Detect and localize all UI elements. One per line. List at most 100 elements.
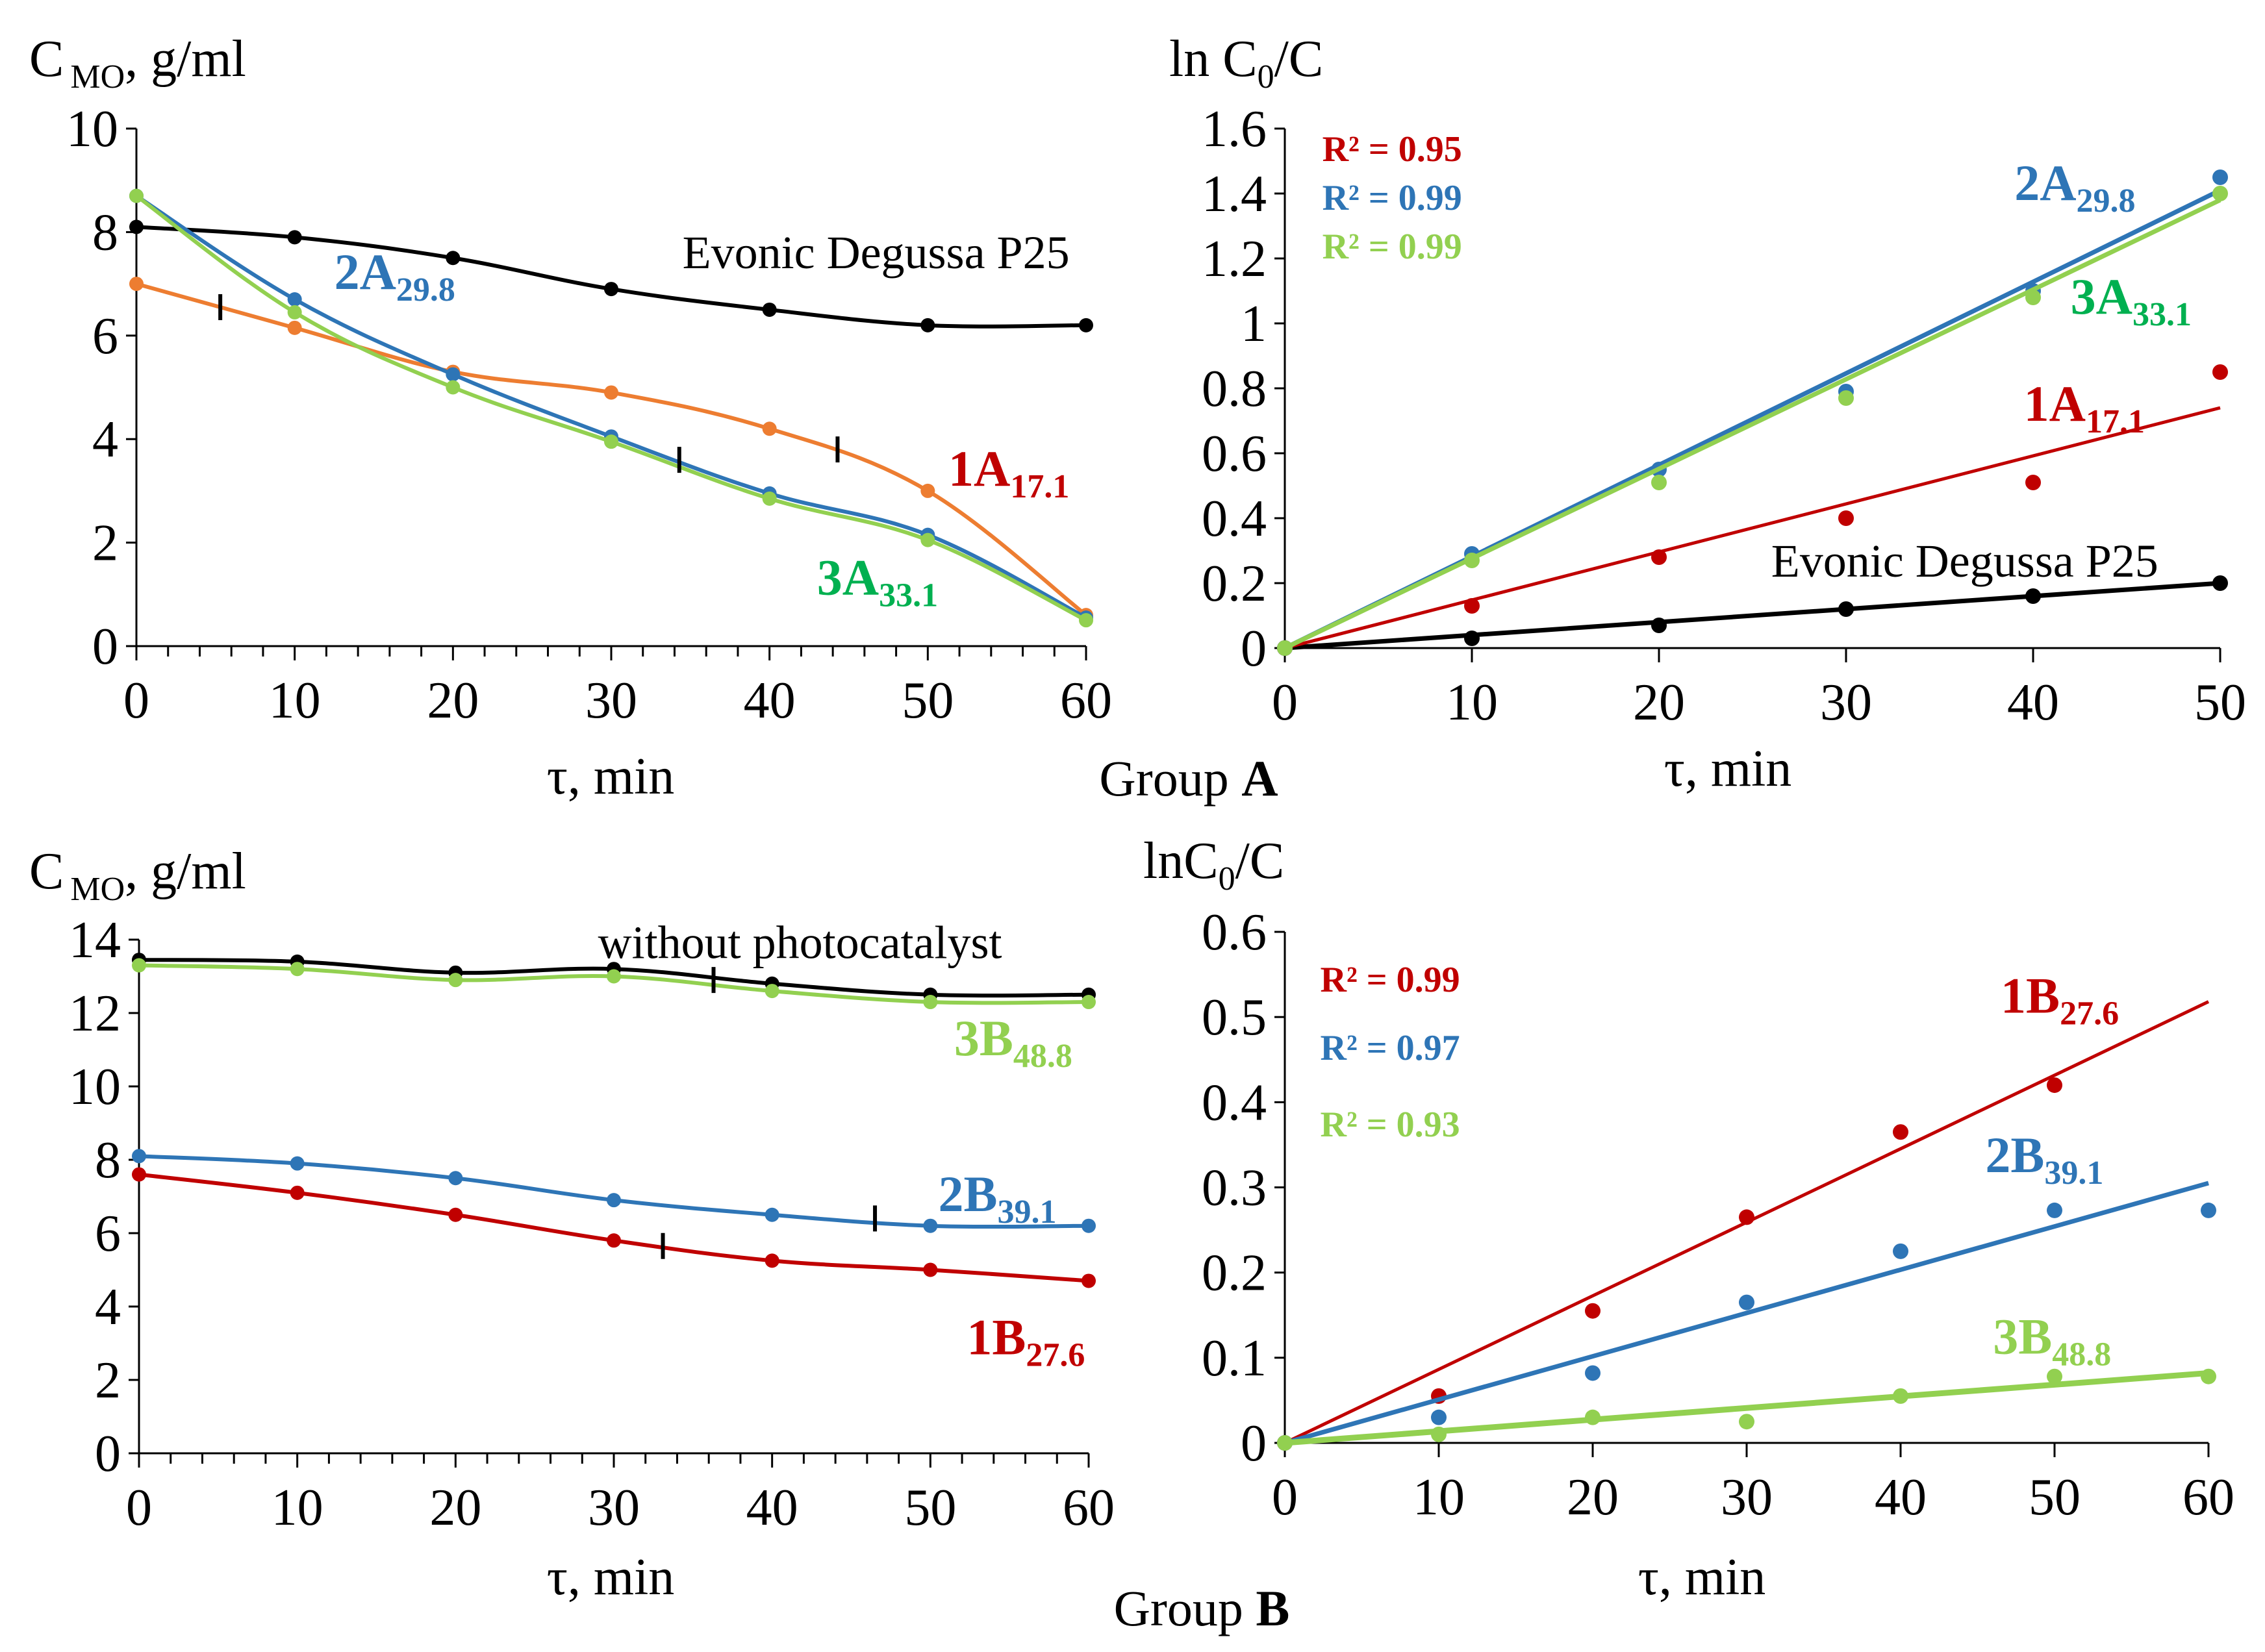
a2-data-point bbox=[2212, 169, 2228, 185]
b1-series-label: 3B48.8 bbox=[954, 1010, 1072, 1075]
b1-data-point bbox=[448, 1207, 463, 1222]
b2-data-point bbox=[1739, 1209, 1754, 1225]
b2-y-axis-label: lnC0/C bbox=[1143, 832, 1284, 897]
b1-x-tick-label: 0 bbox=[126, 1479, 152, 1536]
a1-y-tick-label: 8 bbox=[92, 204, 118, 261]
a1-series-3 bbox=[129, 188, 1093, 628]
a2-y-tick-label: 0.8 bbox=[1202, 360, 1267, 418]
a1-data-point bbox=[287, 305, 302, 319]
a1-data-point bbox=[762, 421, 777, 436]
b1-series-label: without photocatalyst bbox=[598, 916, 1002, 968]
a1-y-axis-label: C MO, g/ml bbox=[29, 31, 246, 95]
a2-series-0 bbox=[1277, 575, 2228, 656]
a1-data-point bbox=[287, 230, 302, 245]
a1-y-tick-label: 0 bbox=[92, 618, 118, 675]
b1-series-label: 2B39.1 bbox=[939, 1166, 1057, 1231]
b2-y-tick-label: 0.2 bbox=[1202, 1245, 1267, 1302]
b1-x-tick-label: 60 bbox=[1063, 1479, 1115, 1536]
a2-y-axis-label: ln C0/C bbox=[1169, 31, 1323, 95]
b1-y-tick-label: 14 bbox=[69, 912, 121, 969]
b1-series-label: 1B27.6 bbox=[967, 1308, 1085, 1373]
b1-data-point bbox=[765, 1207, 779, 1222]
a1-series-line bbox=[136, 282, 1087, 617]
a2-y-tick-label: 0.4 bbox=[1202, 490, 1267, 547]
b1-x-tick-label: 50 bbox=[904, 1479, 956, 1536]
a1-x-tick-label: 40 bbox=[744, 672, 796, 729]
a2-x-tick-label: 10 bbox=[1446, 674, 1498, 731]
b2-r2-label: R² = 0.93 bbox=[1321, 1105, 1460, 1145]
a1-series-label: 1A17.1 bbox=[948, 440, 1069, 505]
b2-x-tick-label: 30 bbox=[1721, 1469, 1773, 1526]
b2-data-point bbox=[1585, 1303, 1601, 1319]
a1-data-point bbox=[604, 385, 618, 400]
b2-x-tick-label: 0 bbox=[1272, 1469, 1298, 1526]
b2-y-tick-label: 0.1 bbox=[1202, 1330, 1267, 1387]
a1-data-point bbox=[604, 282, 618, 297]
b2-trendline bbox=[1284, 1370, 2209, 1446]
b2-data-point bbox=[1893, 1388, 1908, 1404]
a2-x-tick-label: 50 bbox=[2194, 674, 2246, 731]
b2-series-label: 2B39.1 bbox=[1985, 1127, 2103, 1192]
b1-x-tick-label: 30 bbox=[588, 1479, 640, 1536]
a2-series-label: 3A33.1 bbox=[2071, 268, 2192, 333]
b2-data-point bbox=[2047, 1077, 2062, 1094]
a1-data-point bbox=[1079, 318, 1093, 332]
a2-y-tick-label: 0.6 bbox=[1202, 425, 1267, 482]
a2-r2-label: R² = 0.99 bbox=[1322, 227, 1462, 267]
a2-data-point bbox=[1464, 598, 1480, 614]
a2-y-tick-label: 1.4 bbox=[1202, 166, 1267, 223]
a2-data-point bbox=[2212, 575, 2228, 591]
b2-y-tick-label: 0.3 bbox=[1202, 1160, 1267, 1217]
a2-series-label: Evonic Degussa P25 bbox=[1771, 535, 2158, 587]
b1-y-tick-label: 12 bbox=[69, 985, 121, 1042]
a2-y-tick-label: 1.6 bbox=[1202, 101, 1267, 158]
b1-data-point bbox=[765, 1253, 779, 1268]
a1-x-tick-label: 10 bbox=[269, 672, 321, 729]
b1-y-tick-label: 6 bbox=[95, 1205, 121, 1262]
a2-series-3 bbox=[1277, 186, 2228, 656]
a1-x-tick-label: 0 bbox=[123, 672, 149, 729]
a1-data-point bbox=[604, 434, 618, 449]
a1-data-point bbox=[920, 483, 935, 498]
a2-data-point bbox=[1464, 631, 1480, 646]
b1-x-tick-label: 10 bbox=[272, 1479, 323, 1536]
b2-data-point bbox=[1739, 1414, 1754, 1430]
a2-x-tick-label: 40 bbox=[2007, 674, 2059, 731]
group-b-label: Group B bbox=[1114, 1580, 1290, 1636]
group-a-label: Group A bbox=[1099, 750, 1278, 807]
a1-data-point bbox=[129, 277, 144, 292]
a2-x-tick-label: 20 bbox=[1633, 674, 1685, 731]
b1-data-point bbox=[448, 973, 463, 988]
b2-series-2 bbox=[1277, 1368, 2216, 1451]
chart-a2-kinetics: ln C0/C τ, min 0 0.2 0.4 0.6 0.8 1 1.2 1.4 1.6 0 1… bbox=[1169, 31, 2246, 797]
b1-y-tick-label: 10 bbox=[69, 1058, 121, 1116]
b1-data-point bbox=[765, 984, 779, 999]
a2-series-label: 1A17.1 bbox=[2024, 375, 2145, 440]
chart-b1-concentration: C MO, g/ml τ, min 0 2 4 6 8 10 12 14 0 10 20 30 40 50 6… bbox=[29, 843, 1115, 1606]
a2-data-point bbox=[1651, 618, 1667, 633]
b2-data-point bbox=[1739, 1294, 1754, 1310]
b2-data-point bbox=[1431, 1426, 1447, 1442]
b2-y-tick-label: 0.6 bbox=[1202, 904, 1267, 961]
b1-data-point bbox=[607, 1233, 621, 1248]
b1-y-tick-label: 0 bbox=[95, 1425, 121, 1483]
a2-y-tick-label: 0.2 bbox=[1202, 555, 1267, 612]
b2-y-tick-label: 0.4 bbox=[1202, 1074, 1267, 1131]
a1-data-point bbox=[446, 380, 461, 395]
a1-data-point bbox=[920, 318, 935, 332]
a1-y-tick-label: 4 bbox=[92, 411, 118, 468]
b2-series-label: 1B27.6 bbox=[2001, 968, 2119, 1032]
b1-data-point bbox=[923, 1218, 938, 1233]
a1-data-point bbox=[762, 302, 777, 317]
a1-series-label: 3A33.1 bbox=[817, 549, 938, 614]
a2-data-point bbox=[1277, 640, 1293, 656]
a1-y-tick-label: 2 bbox=[92, 515, 118, 572]
a2-data-point bbox=[2212, 186, 2228, 201]
a1-x-tick-label: 20 bbox=[427, 672, 479, 729]
b1-series-1 bbox=[132, 958, 1096, 1010]
a2-x-tick-label: 30 bbox=[1820, 674, 1872, 731]
b2-r2-label: R² = 0.97 bbox=[1321, 1028, 1460, 1068]
b1-data-point bbox=[923, 995, 938, 1010]
a2-y-tick-label: 1.2 bbox=[1202, 231, 1267, 288]
